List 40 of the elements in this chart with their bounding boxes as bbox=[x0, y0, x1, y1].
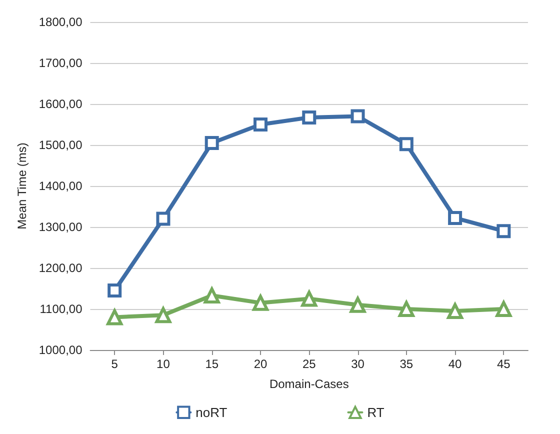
y-tick-label: 1100,00 bbox=[40, 302, 83, 316]
x-tick-label: 15 bbox=[205, 357, 219, 371]
point bbox=[156, 212, 170, 226]
y-tick-label: 1400,00 bbox=[38, 179, 83, 193]
y-tick-label: 1000,00 bbox=[38, 343, 83, 357]
x-tick-label: 10 bbox=[156, 357, 170, 371]
point bbox=[155, 307, 172, 324]
point bbox=[398, 301, 414, 317]
y-tick-label: 1200,00 bbox=[38, 261, 83, 275]
x-tick-label: 30 bbox=[351, 357, 365, 371]
point bbox=[350, 296, 366, 313]
point bbox=[301, 290, 318, 307]
point bbox=[496, 224, 511, 238]
point bbox=[204, 136, 219, 150]
x-tick-label: 45 bbox=[497, 357, 511, 371]
x-tick-label: 40 bbox=[448, 357, 462, 371]
x-tick-label: 25 bbox=[302, 357, 316, 371]
point bbox=[350, 109, 365, 124]
point bbox=[496, 301, 512, 317]
x-tick-label: 20 bbox=[254, 357, 268, 371]
point bbox=[447, 303, 464, 320]
point bbox=[448, 210, 462, 225]
y-axis-title: Mean Time (ms) bbox=[15, 142, 29, 230]
x-tick-label: 5 bbox=[111, 357, 118, 371]
point bbox=[254, 118, 268, 132]
x-axis-title: Domain-Cases bbox=[269, 377, 349, 391]
y-tick-label: 1300,00 bbox=[38, 220, 83, 234]
point bbox=[106, 309, 123, 326]
legend-label: RT bbox=[367, 404, 384, 420]
y-tick-label: 1600,00 bbox=[38, 97, 83, 111]
point bbox=[399, 137, 414, 152]
point bbox=[252, 294, 269, 311]
point bbox=[302, 110, 316, 125]
y-tick-label: 1700,00 bbox=[38, 56, 83, 70]
point bbox=[108, 284, 122, 298]
x-tick-label: 35 bbox=[400, 357, 414, 371]
y-tick-label: 1800,00 bbox=[38, 15, 83, 29]
point bbox=[204, 287, 220, 304]
y-tick-label: 1500,00 bbox=[38, 138, 83, 152]
legend-label: noRT bbox=[196, 404, 228, 420]
